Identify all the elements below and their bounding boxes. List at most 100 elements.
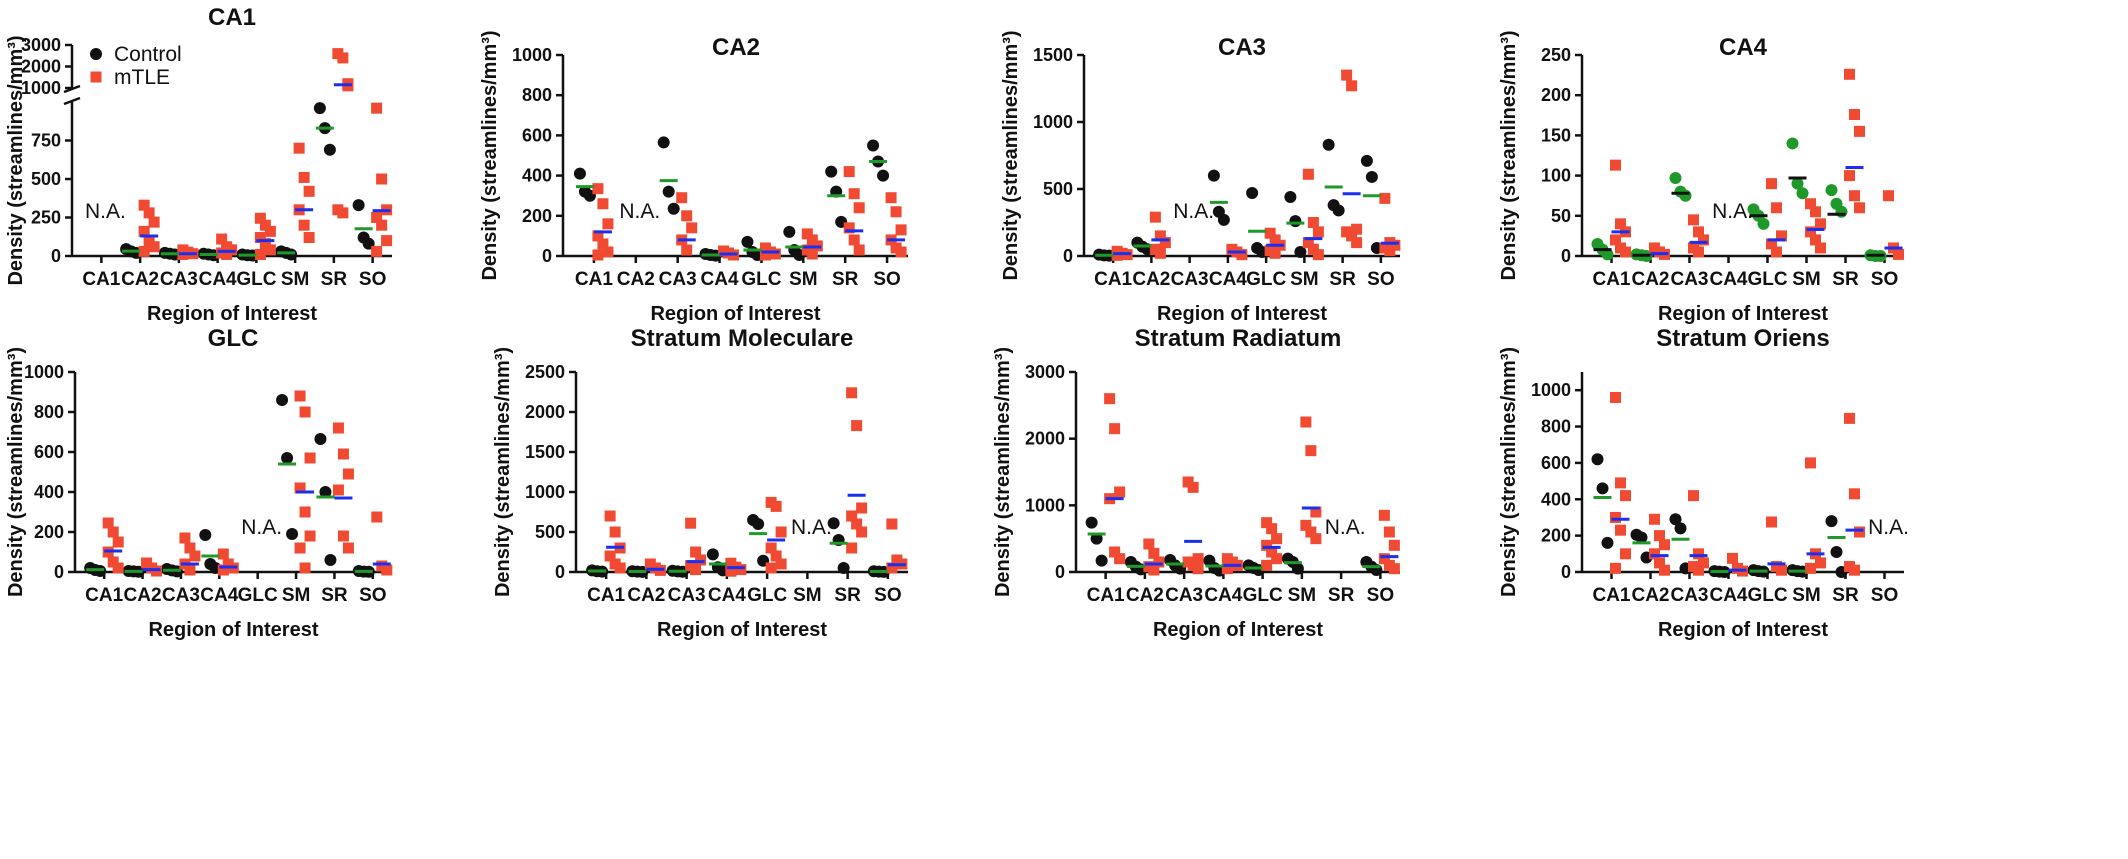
mtle-point <box>1378 553 1390 565</box>
mtle-point <box>890 206 902 218</box>
mtle-point <box>221 248 233 260</box>
x-tick-label: GLC <box>1246 269 1286 290</box>
x-tick-label: CA4 <box>701 269 739 290</box>
y-tick-label: 1000 <box>1531 380 1571 400</box>
control-point <box>741 235 754 248</box>
x-axis-label: Region of Interest <box>1658 303 1828 325</box>
x-axis-label: Region of Interest <box>1153 619 1323 641</box>
control-point <box>1757 217 1770 230</box>
x-tick-label: CA2 <box>1631 585 1669 606</box>
control-point <box>286 528 299 540</box>
y-tick-label: 1000 <box>21 78 61 98</box>
control-point <box>657 136 670 149</box>
mtle-point <box>102 517 114 529</box>
mtle-point <box>184 564 196 576</box>
mtle-point <box>681 244 693 256</box>
y-tick-label: 3000 <box>21 35 61 55</box>
mtle-point <box>851 420 863 432</box>
mtle-point <box>254 212 266 224</box>
mtle-point <box>1341 69 1353 81</box>
mtle-point <box>846 542 858 554</box>
control-point <box>837 562 850 574</box>
control-point <box>667 202 680 215</box>
x-tick-label: CA1 <box>1087 585 1125 606</box>
mtle-point <box>1261 539 1273 551</box>
x-tick-label: GLC <box>1747 585 1787 606</box>
mtle-point <box>690 546 702 558</box>
mtle-point <box>1388 563 1400 575</box>
y-tick-label: 500 <box>31 169 61 189</box>
mtle-point <box>1610 391 1621 403</box>
mtle-point <box>1351 223 1363 235</box>
mtle-point <box>681 210 693 222</box>
control-point <box>1830 546 1843 558</box>
mtle-point <box>846 387 858 399</box>
mtle-point <box>1300 519 1312 531</box>
mtle-point <box>1109 546 1121 558</box>
chart-title: GLC <box>208 325 259 352</box>
mtle-point <box>856 526 868 538</box>
mtle-point <box>264 225 276 237</box>
chart-title: Stratum Radiatum <box>1135 325 1342 352</box>
mtle-point <box>806 234 818 246</box>
mtle-point <box>1153 556 1165 568</box>
x-axis-label: Region of Interest <box>148 619 318 641</box>
control-point <box>573 167 586 180</box>
mtle-point <box>695 554 707 566</box>
control-point <box>752 518 765 530</box>
control-point <box>314 433 327 445</box>
x-tick-label: SR <box>321 269 348 290</box>
x-tick-label: CA3 <box>1165 585 1203 606</box>
x-tick-label: SM <box>1792 585 1821 606</box>
x-axis-label: Region of Interest <box>1658 619 1828 641</box>
y-axis-label: Density (streamlines/mm³) <box>1498 30 1520 280</box>
mtle-point <box>1766 238 1777 250</box>
mtle-point <box>1810 234 1821 246</box>
control-point <box>1669 513 1682 526</box>
x-tick-label: CA2 <box>617 269 655 290</box>
x-tick-label: CA2 <box>1132 269 1170 290</box>
control-point <box>281 452 294 464</box>
control-point <box>1601 248 1614 261</box>
control-point <box>867 139 880 152</box>
mtle-point <box>371 102 383 114</box>
mtle-point <box>1693 564 1704 576</box>
mtle-point <box>775 558 787 570</box>
mtle-point <box>1388 539 1400 551</box>
mtle-point <box>1844 412 1855 424</box>
y-axis-label: Density (streamlines/mm³) <box>492 347 514 597</box>
legend-mtle-marker <box>90 71 102 83</box>
control-point <box>1669 172 1682 185</box>
panel-stratum-radiatum: Stratum Radiatum 0 1000 2000 3000 CA1 CA2 CA3 CA… <box>992 325 1400 641</box>
control-point <box>877 169 890 182</box>
x-tick-label: SR <box>1832 585 1859 606</box>
x-tick-label: GLC <box>1243 585 1283 606</box>
mtle-point <box>1114 553 1126 565</box>
y-tick-label: 800 <box>522 85 552 105</box>
y-axis-label: Density (streamlines/mm³) <box>5 347 27 597</box>
mtle-point <box>1114 486 1126 498</box>
mtle-point <box>184 542 196 554</box>
y-tick-label: 1000 <box>525 482 565 502</box>
mtle-point <box>1766 178 1777 190</box>
y-tick-label: 400 <box>522 166 552 186</box>
na-label: N.A. <box>1712 200 1753 223</box>
mtle-point <box>216 233 228 245</box>
mtle-point <box>1693 246 1704 258</box>
x-tick-label: SM <box>793 585 822 606</box>
mtle-point <box>254 232 266 244</box>
y-tick-label: 1000 <box>1025 495 1065 515</box>
mtle-point <box>770 500 782 512</box>
mtle-point <box>602 246 614 258</box>
x-tick-label: SO <box>359 585 386 606</box>
control-point <box>1825 184 1838 197</box>
y-tick-label: 0 <box>1055 562 1065 582</box>
mtle-point <box>1154 247 1166 259</box>
y-axis-label: Density (streamlines/mm³) <box>5 35 27 285</box>
mtle-point <box>592 230 604 242</box>
y-tick-label: 600 <box>522 125 552 145</box>
chart-title: CA3 <box>1218 34 1266 61</box>
mtle-point <box>1776 564 1787 576</box>
